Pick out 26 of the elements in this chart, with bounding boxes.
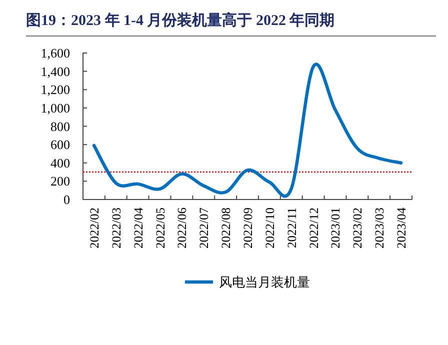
- x-tick-label: 2022/03: [109, 208, 124, 248]
- y-tick-label: 800: [50, 118, 70, 134]
- x-tick-label: 2023/01: [328, 208, 343, 248]
- x-tick-label: 2022/12: [306, 208, 321, 248]
- x-tick-label: 2022/08: [219, 208, 234, 248]
- chart-title: 图19：2023 年 1-4 月份装机量高于 2022 年同期: [26, 11, 335, 29]
- y-tick-label: 1,000: [40, 100, 70, 116]
- y-tick-label: 1,200: [40, 82, 70, 98]
- legend-label: 风电当月装机量: [219, 274, 310, 290]
- x-tick-label: 2022/09: [241, 208, 255, 248]
- x-tick-label: 2023/04: [394, 206, 409, 248]
- x-tick-label: 2022/06: [175, 208, 190, 248]
- x-tick-label: 2022/04: [131, 206, 146, 248]
- y-tick-label: 1,600: [40, 46, 70, 60]
- y-tick-label: 400: [50, 155, 70, 170]
- y-tick-label: 200: [50, 174, 70, 189]
- x-tick-label: 2022/05: [153, 208, 168, 248]
- y-tick-label: 600: [50, 137, 70, 152]
- x-tick-label: 2022/11: [284, 208, 299, 248]
- x-tick-label: 2022/10: [262, 208, 277, 248]
- y-tick-label: 1,400: [40, 64, 70, 79]
- x-tick-label: 2022/02: [87, 208, 102, 248]
- x-tick-label: 2023/02: [350, 208, 365, 248]
- x-tick-label: 2022/07: [197, 208, 212, 248]
- x-tick-label: 2023/03: [372, 208, 387, 248]
- y-tick-label: 0: [64, 192, 70, 207]
